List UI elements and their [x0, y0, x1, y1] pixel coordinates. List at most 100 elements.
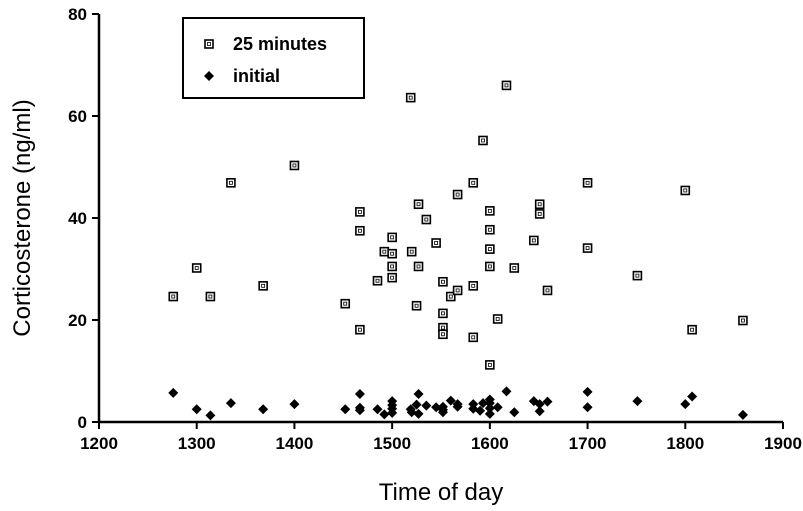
data-point-square: [485, 261, 495, 272]
data-point-square: [738, 315, 748, 326]
data-point-diamond: [354, 388, 365, 399]
data-point-square: [168, 291, 179, 302]
data-point-square: [205, 291, 216, 302]
data-point-square: [406, 246, 417, 257]
data-point-square: [438, 276, 448, 287]
data-point-square: [582, 178, 593, 188]
data-point-square: [632, 270, 643, 281]
data-point-square: [582, 243, 593, 253]
data-point-square: [534, 209, 545, 219]
data-point-diamond: [534, 399, 545, 410]
x-tick-label: 1200: [80, 434, 118, 453]
data-point-diamond: [542, 396, 553, 407]
data-point-diamond: [484, 403, 495, 414]
data-point-diamond: [632, 396, 643, 407]
x-tick-label: 1700: [569, 434, 607, 453]
data-point-square: [413, 199, 424, 210]
y-tick-label: 60: [68, 107, 87, 126]
data-point-square: [387, 232, 397, 243]
legend-box: [182, 17, 365, 99]
data-point-square: [478, 135, 488, 146]
data-point-square: [355, 324, 365, 335]
data-point-square: [485, 224, 495, 235]
data-point-square: [534, 199, 545, 210]
data-point-square: [289, 160, 300, 171]
x-tick-label: 1600: [471, 434, 509, 453]
data-point-diamond: [478, 398, 489, 409]
data-point-diamond: [509, 407, 520, 418]
legend-label-initial: initial: [233, 66, 280, 86]
data-point-diamond: [406, 407, 417, 418]
data-point-diamond: [582, 402, 593, 413]
data-point-diamond: [501, 386, 512, 397]
data-point-square: [687, 324, 697, 335]
legend: 25 minutes initial: [182, 17, 365, 99]
data-point-square: [372, 275, 383, 286]
x-tick-label: 1300: [178, 434, 216, 453]
data-point-diamond: [379, 409, 390, 420]
series-twenty-five-minutes: [168, 80, 748, 370]
data-point-diamond: [413, 388, 424, 399]
data-point-square: [468, 178, 479, 188]
data-point-square: [509, 263, 520, 273]
legend-diamond-icon: [204, 71, 214, 81]
y-tick-label: 40: [68, 209, 87, 228]
data-point-square: [485, 244, 495, 254]
data-point-diamond: [484, 398, 495, 409]
legend-marker-25-minutes: [204, 39, 214, 49]
legend-square-icon: [204, 39, 214, 49]
data-point-square: [438, 329, 448, 340]
data-point-square: [340, 298, 351, 309]
data-point-diamond: [289, 399, 300, 410]
data-point-square: [387, 248, 397, 259]
data-point-square: [226, 178, 236, 188]
data-point-diamond: [582, 386, 593, 397]
data-point-square: [438, 308, 448, 319]
data-point-diamond: [452, 401, 463, 412]
data-point-diamond: [484, 408, 495, 419]
x-tick-label: 1400: [276, 434, 314, 453]
legend-label-25-minutes: 25 minutes: [233, 34, 327, 54]
data-point-diamond: [372, 404, 383, 415]
data-point-square: [355, 225, 365, 236]
data-point-diamond: [191, 404, 202, 415]
data-point-square: [680, 185, 691, 196]
x-tick-label: 1500: [373, 434, 411, 453]
data-point-square: [529, 235, 539, 246]
data-point-diamond: [340, 404, 351, 415]
data-point-square: [387, 261, 397, 272]
data-point-diamond: [680, 399, 691, 410]
x-axis-title: Time of day: [379, 479, 504, 506]
data-point-square: [421, 214, 432, 225]
x-tick-label: 1900: [764, 434, 802, 453]
data-point-square: [379, 246, 390, 257]
data-point-square: [431, 238, 441, 248]
data-point-diamond: [687, 391, 698, 402]
data-point-square: [355, 207, 365, 217]
data-point-square: [405, 92, 416, 103]
data-point-square: [445, 291, 456, 302]
y-axis-title: Corticosterone (ng/ml): [9, 99, 36, 336]
x-tick-label: 1800: [666, 434, 704, 453]
data-point-diamond: [205, 410, 216, 421]
data-points: [168, 80, 748, 421]
data-point-square: [413, 261, 424, 272]
axis-ticks: 1200 1300 1400 1500 1600 1700 1800 1900 0 20 40 60 8…: [68, 5, 802, 453]
data-point-diamond: [445, 395, 456, 406]
legend-marker-initial: [204, 71, 214, 81]
data-point-square: [468, 332, 479, 343]
data-point-diamond: [475, 405, 486, 416]
data-point-diamond: [354, 405, 365, 416]
data-point-diamond: [387, 407, 398, 418]
data-point-square: [258, 281, 268, 291]
data-point-diamond: [437, 407, 448, 418]
data-point-diamond: [411, 399, 422, 410]
data-point-square: [387, 272, 397, 283]
data-point-square: [492, 314, 503, 324]
data-point-square: [485, 206, 495, 216]
data-point-diamond: [492, 402, 503, 413]
y-tick-label: 20: [68, 311, 87, 330]
y-tick-label: 0: [78, 413, 87, 432]
